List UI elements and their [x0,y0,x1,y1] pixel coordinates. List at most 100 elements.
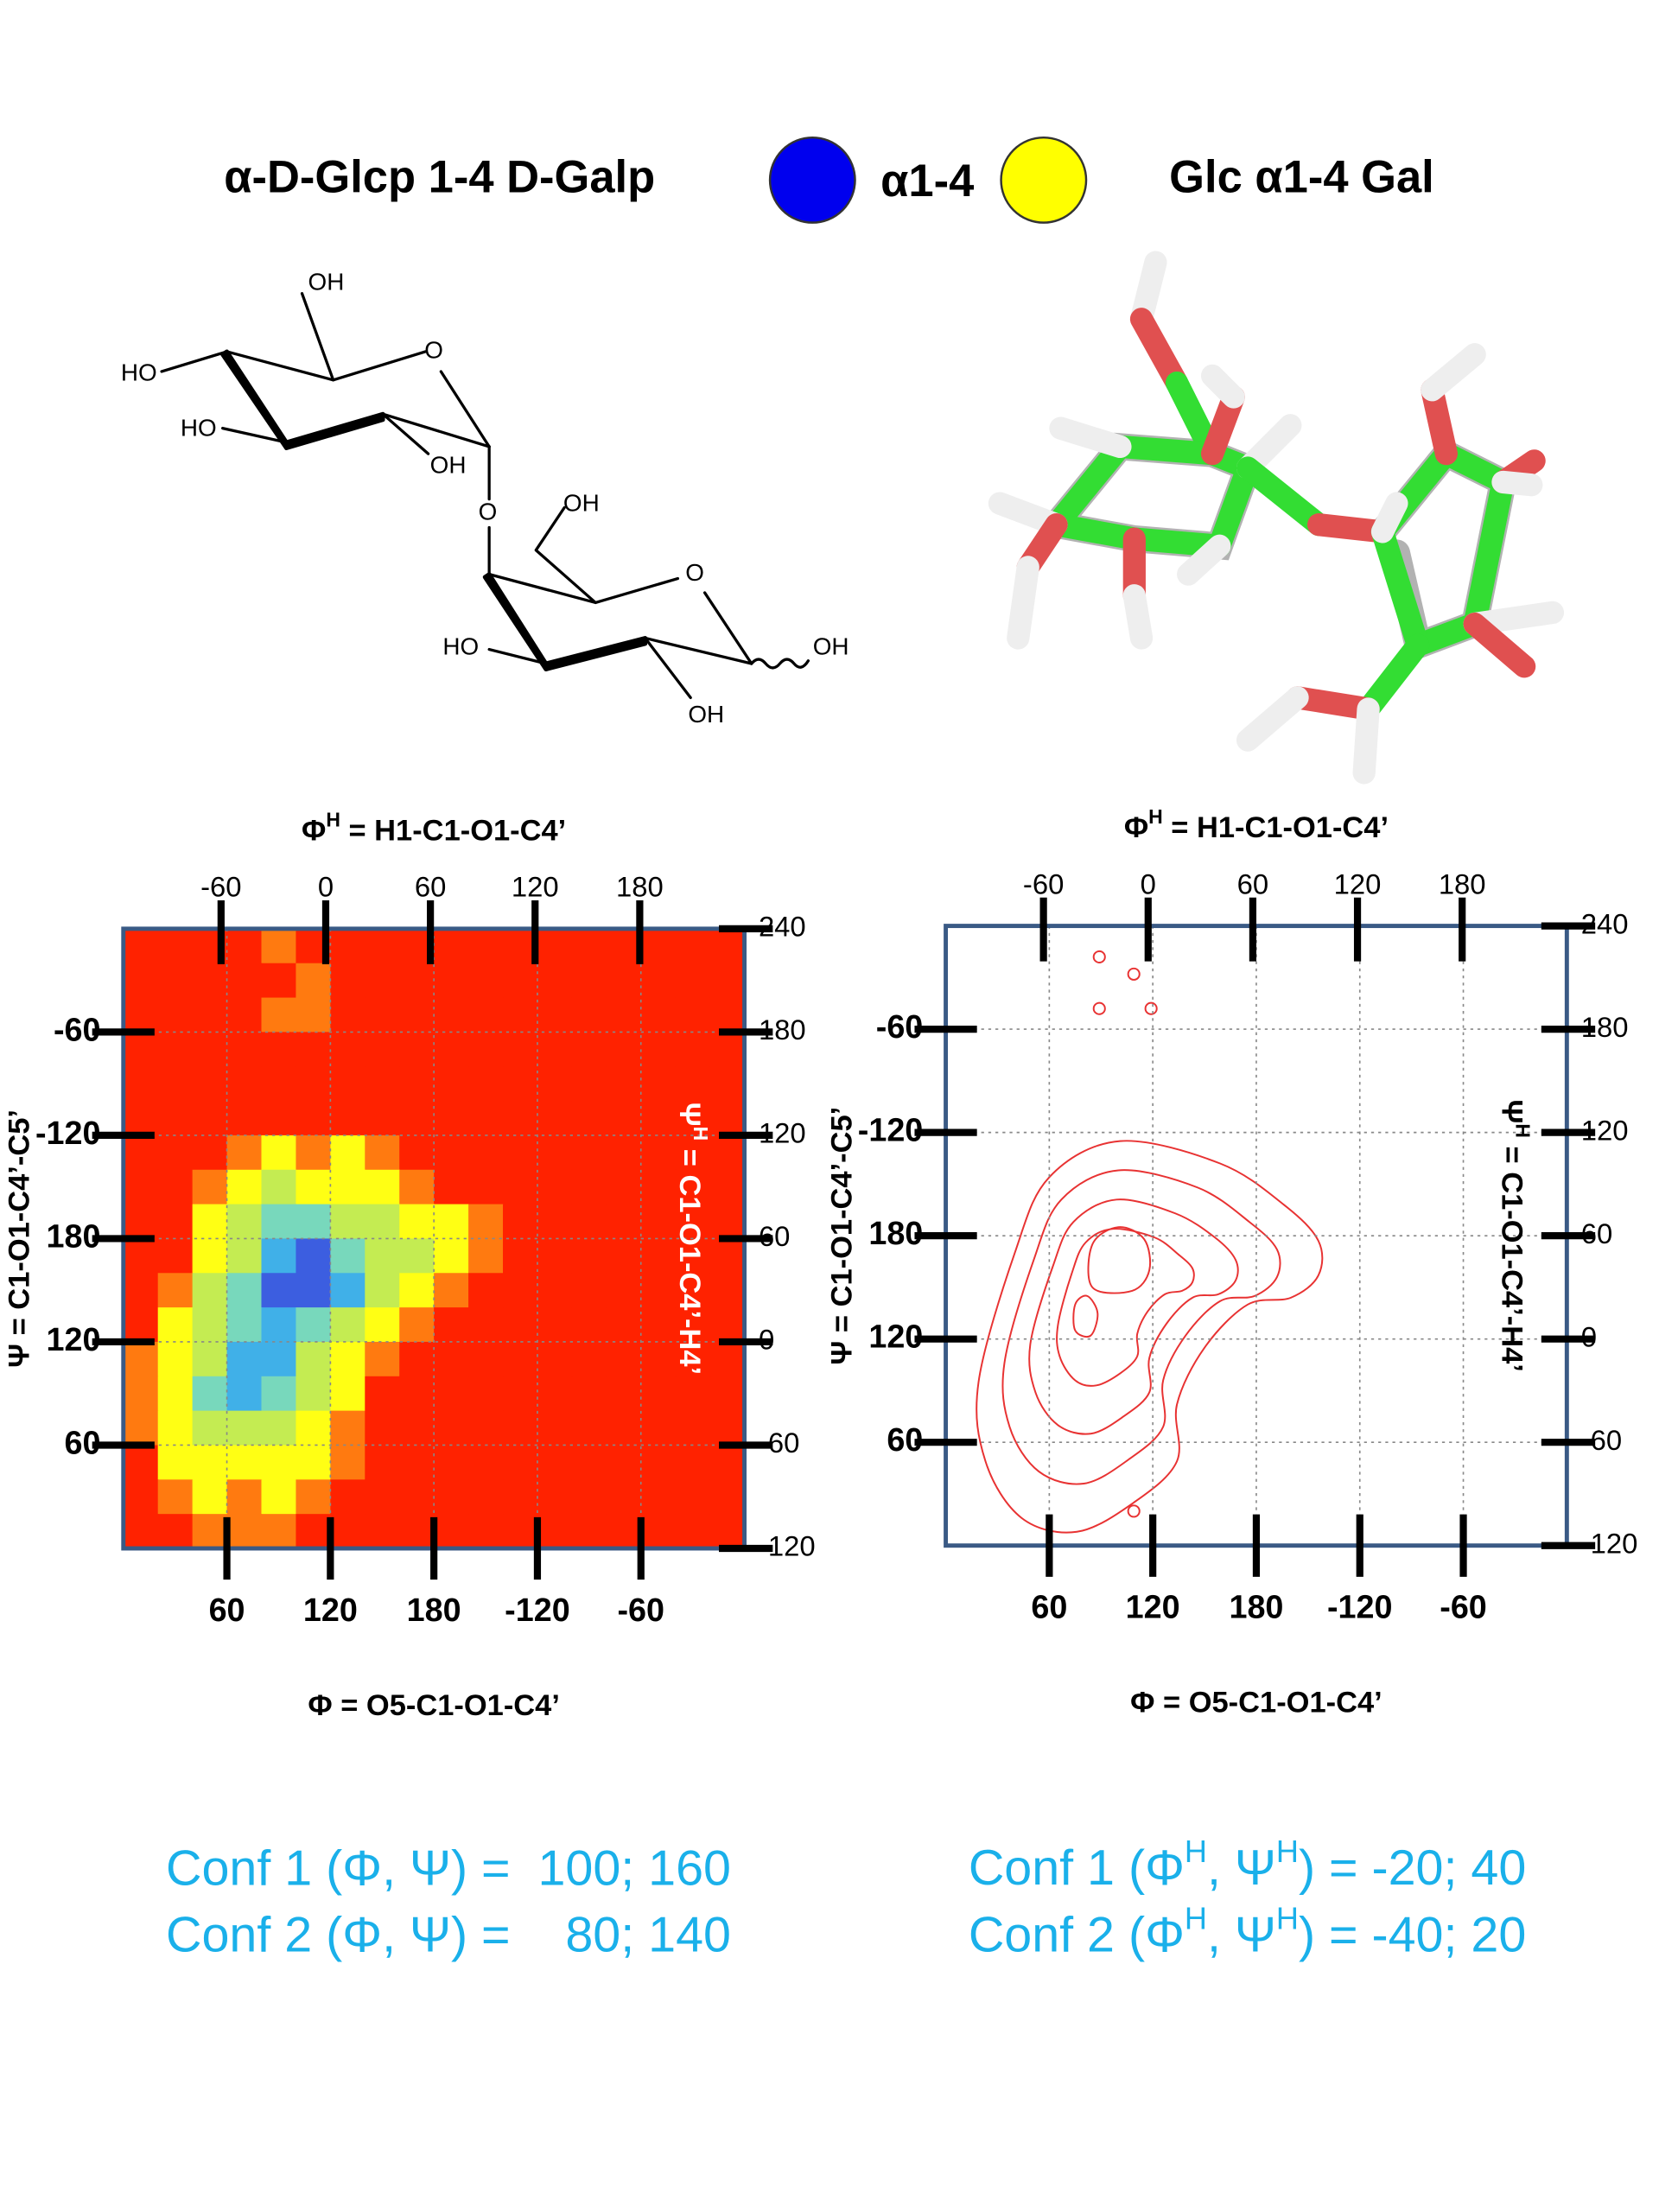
heat-cell [330,1307,366,1343]
heat-cell [296,1445,332,1481]
heat-cell [503,1479,538,1515]
heat-cell [226,1376,263,1412]
heat-cell [365,1273,401,1308]
heat-cell [640,1204,677,1240]
heat-cell [157,1101,194,1136]
conformation-note: Conf 1 (Φ, Ψ) = 100; 160 [166,1840,731,1896]
note-text: , Ψ [1207,1907,1276,1962]
structure-2d [160,292,810,700]
heat-cell [123,1514,159,1549]
heat-cell [606,1101,642,1136]
heat-cell [365,1341,401,1377]
heat-cell [399,1066,435,1102]
heat-cell [434,997,469,1033]
note-text: ) = -40; 20 [1299,1907,1526,1962]
heat-cell [399,1101,435,1136]
heat-cell [640,963,677,999]
note-text: Conf 1 (Φ [969,1840,1185,1896]
heat-cell [503,963,538,999]
heat-cell [640,1307,677,1343]
axis-title: ΨH = C1-O1-C4’-H4’ [1496,1099,1535,1371]
heat-cell [640,1376,677,1412]
heat-cell [296,1307,332,1343]
heat-cell [192,1066,228,1102]
contour-line [976,1140,1324,1534]
heat-cell [675,1514,711,1549]
heat-cell [226,1238,263,1274]
heat-cell [503,1238,538,1274]
heat-cell [192,1204,228,1240]
heat-cell [606,1376,642,1412]
heat-cell [571,1307,607,1343]
heat-cell [571,1273,607,1308]
heat-cell [261,1066,297,1102]
heat-cell [434,1238,469,1274]
heat-cell [640,1514,677,1549]
heat-cell [675,1445,711,1481]
heat-cell [503,1410,538,1446]
heat-cell [157,1273,194,1308]
heat-cell [296,1273,332,1308]
y2-tick-label: 0 [1581,1320,1597,1352]
heat-cell [365,1307,401,1343]
heat-cell [537,1204,573,1240]
heat-cell [503,1169,538,1205]
heat-cell [709,1032,746,1068]
y2-tick-label: 180 [1581,1011,1629,1043]
heat-cell [709,1514,746,1549]
header-left: α-D-Glcp 1-4 D-Galp [224,151,655,202]
heat-cell [157,1238,194,1274]
axis-title-symbol: Ψ [673,1103,706,1127]
heat-cell [261,1273,297,1308]
y2-tick-label: -60 [759,1427,799,1459]
heat-cell [296,1204,332,1240]
x2-tick-label: -60 [200,871,241,903]
heat-cell [537,1238,573,1274]
heat-cell [296,1341,332,1377]
note-sup: H [1276,1900,1299,1936]
heat-cell [399,1376,435,1412]
heat-cell [330,1204,366,1240]
heat-cell [537,1032,573,1068]
heat-cell [365,963,401,999]
heat-cell [468,1410,504,1446]
heat-cell [123,1376,159,1412]
heat-cell [709,1307,746,1343]
heat-cell [192,1376,228,1412]
heat-cell [226,1479,263,1515]
heat-cell [468,1135,504,1171]
structure-3d [988,251,1565,785]
heat-cell [434,1341,469,1377]
heat-cell [537,928,573,964]
axis-title: ΦH = H1-C1-O1-C4’ [302,808,566,847]
heat-cell [503,1066,538,1102]
heat-cell [365,1410,401,1446]
heat-cell [365,1066,401,1102]
heat-cell [675,1032,711,1068]
heat-cell [192,1169,228,1205]
heat-cell [571,1341,607,1377]
heat-cell [261,1101,297,1136]
heat-cell [399,997,435,1033]
heat-cell [571,1445,607,1481]
heat-cell [468,928,504,964]
heat-cell [296,1376,332,1412]
heat-cell [640,1410,677,1446]
heat-cell [434,1066,469,1102]
heat-cell [571,1514,607,1549]
heat-cell [226,1204,263,1240]
heat-cell [675,963,711,999]
conformation-note: Conf 1 (ΦH, ΨH) = -20; 40 [969,1834,1526,1896]
heat-cell [296,1514,332,1549]
heat-cell [192,997,228,1033]
heat-cell [330,1341,366,1377]
atom-label: O [685,559,704,586]
heat-cell [675,1135,711,1171]
heat-cell [709,1273,746,1308]
axis-title-sup: H [326,808,340,830]
heat-cell [192,1514,228,1549]
axis-title-text: = H1-C1-O1-C4’ [340,814,566,847]
heat-cell [675,1204,711,1240]
heat-cell [399,963,435,999]
heat-cell [468,1273,504,1308]
